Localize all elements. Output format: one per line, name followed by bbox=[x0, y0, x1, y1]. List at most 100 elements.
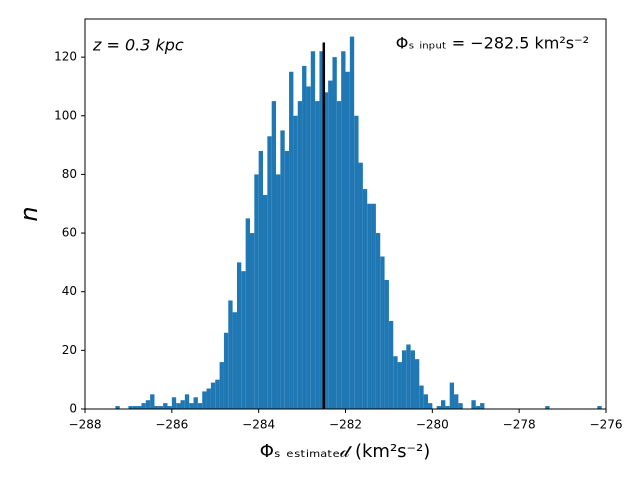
bar bbox=[384, 279, 389, 409]
bar bbox=[258, 150, 264, 409]
bar bbox=[284, 150, 290, 409]
bar bbox=[315, 101, 320, 410]
bar bbox=[354, 115, 359, 410]
bar bbox=[458, 403, 463, 409]
bar bbox=[380, 256, 385, 409]
x-axis-label: Φₛ ₑₛₜᵢₘₐₜₑ𝒹 (km²s⁻²) bbox=[260, 441, 431, 462]
bar bbox=[128, 406, 133, 409]
bar bbox=[236, 262, 242, 409]
bar bbox=[154, 406, 159, 409]
x-tick-label: −280 bbox=[416, 418, 449, 432]
bar bbox=[167, 406, 172, 409]
x-tick-label: −284 bbox=[242, 418, 275, 432]
bar bbox=[471, 400, 476, 409]
bar bbox=[137, 406, 142, 409]
bar bbox=[345, 71, 350, 409]
bar bbox=[480, 403, 485, 409]
x-tick-label: −288 bbox=[69, 418, 102, 432]
bar bbox=[323, 92, 329, 409]
annotation: Φₛ ᵢₙₚᵤₜ = −282.5 km²s⁻² bbox=[396, 34, 589, 53]
bar bbox=[597, 406, 602, 409]
bar bbox=[393, 356, 398, 409]
bar bbox=[132, 406, 138, 409]
bar bbox=[302, 65, 307, 409]
bar bbox=[388, 321, 394, 409]
bar bbox=[193, 397, 198, 409]
bar bbox=[219, 362, 224, 409]
bar bbox=[358, 162, 363, 409]
bar bbox=[341, 51, 346, 409]
bar bbox=[441, 400, 446, 409]
bar bbox=[371, 203, 376, 409]
bar bbox=[245, 218, 250, 409]
y-tick-label: 80 bbox=[62, 167, 77, 181]
bar bbox=[271, 101, 277, 410]
bar bbox=[145, 400, 151, 409]
bar bbox=[263, 194, 268, 409]
bar bbox=[410, 350, 415, 409]
annotation: z = 0.3 kpc bbox=[92, 36, 184, 55]
x-tick-label: −282 bbox=[329, 418, 362, 432]
bar bbox=[150, 394, 155, 409]
y-tick-label: 20 bbox=[62, 343, 77, 357]
bar bbox=[332, 57, 337, 409]
bar bbox=[319, 51, 324, 409]
bar bbox=[202, 391, 207, 409]
bar bbox=[197, 403, 203, 409]
bar bbox=[475, 406, 481, 409]
bar bbox=[228, 300, 233, 409]
bar bbox=[241, 271, 246, 409]
y-tick-label: 100 bbox=[54, 108, 77, 122]
bar bbox=[223, 332, 229, 409]
bar bbox=[328, 80, 333, 409]
bar bbox=[249, 233, 255, 409]
y-tick-label: 40 bbox=[62, 284, 77, 298]
y-tick-label: 0 bbox=[69, 402, 77, 416]
bar bbox=[232, 312, 237, 409]
bar bbox=[419, 385, 424, 409]
y-axis-label: n bbox=[15, 206, 43, 221]
bar bbox=[362, 189, 368, 409]
bar bbox=[349, 36, 355, 409]
bar bbox=[280, 130, 285, 409]
bar bbox=[397, 362, 402, 409]
bar bbox=[176, 403, 181, 409]
x-tick-label: −278 bbox=[503, 418, 536, 432]
bar bbox=[276, 174, 281, 409]
bar bbox=[206, 388, 211, 409]
y-tick-label: 60 bbox=[62, 226, 77, 240]
bar bbox=[427, 403, 433, 409]
bar bbox=[297, 101, 303, 410]
bar bbox=[423, 394, 428, 409]
bar bbox=[189, 403, 194, 409]
y-tick-label: 120 bbox=[54, 50, 77, 64]
bar bbox=[254, 174, 259, 409]
bar bbox=[184, 394, 190, 409]
bar bbox=[215, 379, 220, 409]
bar bbox=[210, 382, 216, 409]
bar bbox=[336, 101, 342, 410]
bar bbox=[375, 233, 381, 409]
bar bbox=[445, 406, 450, 409]
bar bbox=[406, 344, 411, 409]
bar bbox=[449, 382, 455, 409]
bar bbox=[171, 397, 177, 409]
bar bbox=[454, 394, 459, 409]
bar bbox=[267, 136, 272, 410]
bar bbox=[115, 406, 120, 409]
bar bbox=[180, 400, 185, 409]
bar bbox=[414, 359, 420, 409]
bar bbox=[289, 71, 294, 409]
bar bbox=[158, 406, 164, 409]
x-tick-label: −276 bbox=[590, 418, 623, 432]
bar bbox=[310, 51, 316, 409]
bar bbox=[401, 350, 407, 409]
bar bbox=[141, 403, 146, 409]
bar bbox=[163, 403, 168, 409]
x-tick-label: −286 bbox=[155, 418, 188, 432]
bar bbox=[545, 406, 550, 409]
bar bbox=[436, 406, 442, 409]
bar bbox=[293, 115, 298, 410]
bar bbox=[306, 86, 311, 410]
